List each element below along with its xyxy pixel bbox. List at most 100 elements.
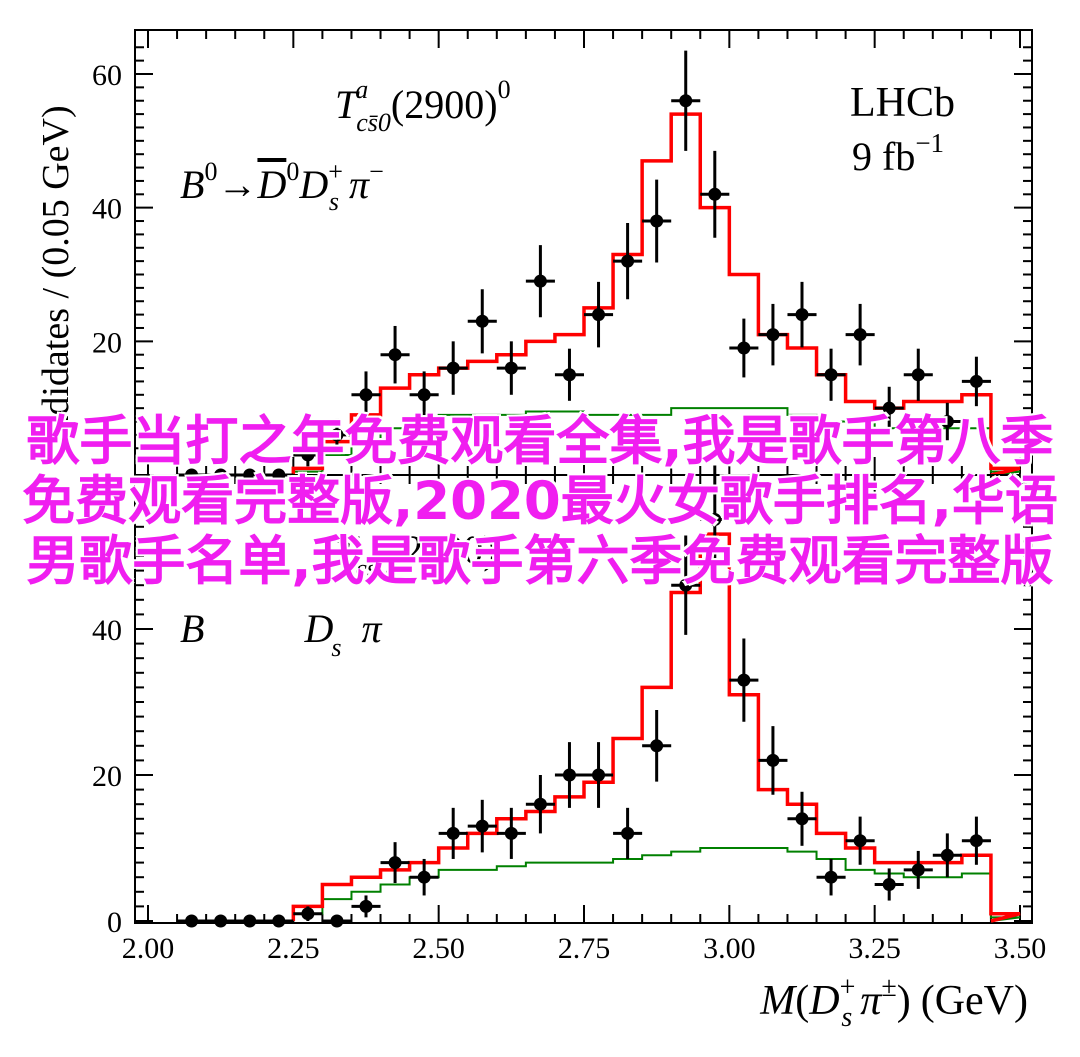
x-tick-label: 2.75 (558, 932, 611, 965)
data-point (438, 807, 468, 859)
data-marker (446, 361, 460, 375)
data-point (787, 281, 817, 348)
data-point (874, 386, 904, 430)
x-tick-label: 2.25 (267, 932, 320, 965)
x-tick-label: 2.50 (412, 932, 465, 965)
experiment-label: LHCb (850, 80, 955, 126)
data-point (554, 742, 584, 808)
data-marker (214, 914, 228, 928)
data-marker (737, 673, 751, 687)
data-point (758, 303, 788, 366)
data-marker (969, 834, 983, 848)
y-tick-label: 0 (107, 906, 122, 939)
data-point (496, 807, 526, 859)
data-marker (795, 308, 809, 322)
data-point (293, 443, 323, 467)
data-marker (359, 899, 373, 913)
data-point (264, 914, 294, 928)
data-marker (882, 401, 896, 415)
data-marker (533, 274, 547, 288)
data-marker (882, 878, 896, 891)
x-tick-label: 3.25 (848, 932, 901, 965)
data-point (700, 150, 730, 238)
data-marker (679, 94, 693, 108)
data-point (700, 465, 730, 574)
data-point (293, 906, 323, 921)
data-marker (766, 753, 780, 767)
bottom-y-tick-labels: 0 20 40 (92, 614, 122, 939)
data-marker (650, 739, 664, 753)
data-marker (621, 826, 635, 840)
data-point (642, 710, 672, 782)
data-marker (417, 870, 431, 884)
data-marker (504, 361, 518, 375)
data-point (584, 742, 614, 808)
data-point (961, 356, 991, 407)
data-point (729, 638, 759, 722)
data-point (903, 850, 933, 889)
top-state-label: Ta cs̄0(2900)0 (335, 75, 511, 137)
data-marker (301, 448, 315, 462)
data-marker (475, 819, 489, 833)
data-marker (679, 578, 693, 592)
bottom-state-label: Tcs̄0(2900) (335, 527, 497, 583)
data-point (554, 348, 584, 401)
bottom-decay-label: B Ds π (180, 606, 382, 662)
data-marker (911, 368, 925, 382)
data-marker (417, 388, 431, 402)
data-point (409, 858, 439, 896)
data-point (496, 341, 526, 395)
data-marker (708, 187, 722, 201)
data-marker (592, 768, 606, 782)
data-marker (766, 328, 780, 342)
data-point (932, 402, 962, 441)
data-marker (650, 214, 664, 228)
data-marker (533, 797, 547, 811)
bottom-total-fit-histogram (291, 532, 1021, 923)
x-tick-label: 2.00 (122, 932, 175, 965)
data-point (525, 775, 555, 834)
y-tick-label: 40 (92, 193, 122, 226)
top-panel-ticks (135, 30, 1032, 476)
data-point (816, 858, 846, 896)
data-marker (737, 341, 751, 355)
data-marker (330, 428, 344, 442)
top-y-tick-labels: 20 40 60 (92, 59, 122, 359)
data-marker (446, 826, 460, 840)
y-tick-label: 20 (92, 760, 122, 793)
data-point (177, 914, 207, 928)
data-marker (504, 826, 518, 840)
data-marker (562, 768, 576, 782)
data-marker (911, 863, 925, 877)
data-point (729, 318, 759, 378)
data-point (525, 245, 555, 318)
total-fit-step-line (291, 532, 1021, 923)
data-point (380, 842, 410, 884)
data-point (467, 289, 497, 354)
data-marker (708, 513, 722, 526)
background-step-line (292, 847, 1021, 922)
y-tick-label: 60 (92, 59, 122, 92)
data-marker (795, 812, 809, 826)
data-marker (853, 328, 867, 342)
data-marker (185, 914, 199, 928)
bottom-background-histogram (292, 847, 1021, 922)
data-marker (562, 368, 576, 382)
data-marker (272, 914, 286, 928)
data-point (584, 281, 614, 348)
data-point (845, 303, 875, 366)
bottom-panel: 0 20 40 2.00 2.25 2.50 2.75 3.00 3.25 3.50 Tcs̄0… (92, 465, 1046, 1033)
overlay-watermark-text: 歌手当打之年免费观看全集,我是歌手第八季免费观看完整版,2020最火女歌手排名,… (22, 411, 1058, 592)
data-marker (243, 914, 257, 928)
data-point (961, 816, 991, 865)
top-decay-label: B0→D0D+ s π− (180, 157, 384, 216)
bottom-data-points (177, 465, 991, 928)
data-marker (853, 834, 867, 848)
data-point (351, 895, 381, 918)
luminosity-label: 9 fb−1 (852, 128, 944, 179)
y-tick-label: 20 (92, 326, 122, 359)
data-marker (475, 314, 489, 328)
data-point (235, 914, 265, 928)
data-point (874, 868, 904, 901)
